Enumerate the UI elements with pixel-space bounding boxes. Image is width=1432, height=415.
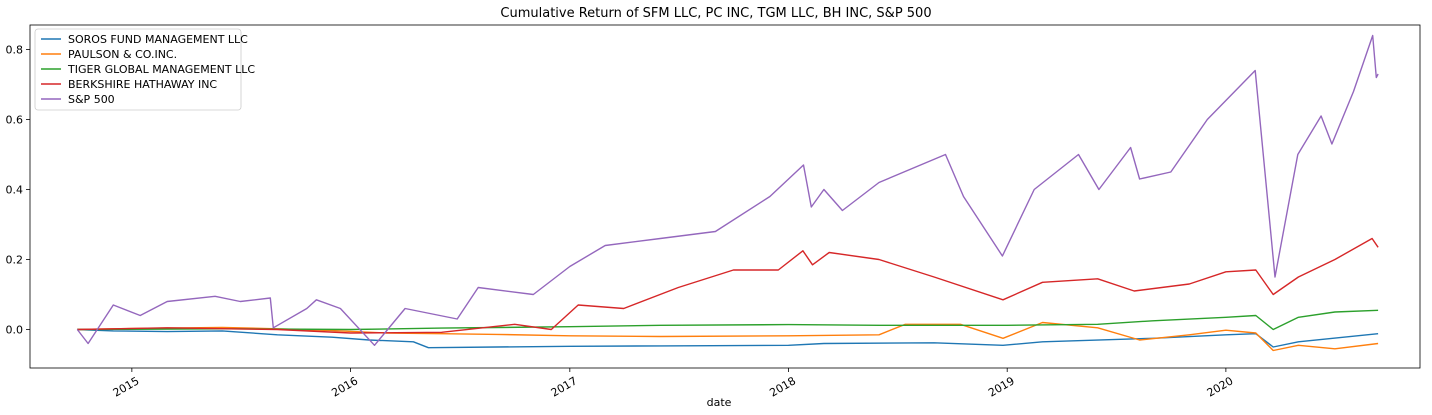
x-tick-label: 2019 (986, 374, 1017, 399)
x-tick-label: 2015 (111, 374, 142, 399)
legend-label-0: SOROS FUND MANAGEMENT LLC (68, 33, 248, 46)
x-axis: 2015 2016 2017 2018 2019 2020 (111, 368, 1236, 400)
plot-lines (76, 34, 1379, 352)
legend-label-4: S&P 500 (68, 93, 115, 106)
legend-box (34, 28, 242, 111)
chart-title: Cumulative Return of SFM LLC, PC INC, TG… (500, 6, 931, 21)
legend: SOROS FUND MANAGEMENT LLC PAULSON & CO.IN… (34, 28, 255, 111)
series-line-2 (77, 309, 1379, 331)
plot-area-frame (29, 24, 1421, 369)
y-tick-label: 0.2 (6, 254, 24, 267)
legend-label-2: TIGER GLOBAL MANAGEMENT LLC (67, 63, 255, 76)
series-line-4 (76, 34, 1379, 346)
y-tick-label: 0.4 (6, 184, 24, 197)
series-line-0 (77, 328, 1379, 349)
legend-label-1: PAULSON & CO.INC. (68, 48, 177, 61)
y-tick-label: 0.6 (6, 114, 24, 127)
x-axis-label: date (707, 396, 732, 409)
series-line-3 (77, 237, 1379, 334)
x-tick-label: 2017 (549, 374, 580, 399)
legend-label-3: BERKSHIRE HATHAWAY INC (68, 78, 217, 91)
x-tick-label: 2018 (767, 374, 798, 399)
x-tick-label: 2016 (329, 374, 360, 399)
y-axis: 0.0 0.2 0.4 0.6 0.8 (6, 44, 30, 337)
y-tick-label: 0.0 (6, 324, 24, 337)
x-tick-label: 2020 (1205, 374, 1236, 399)
y-tick-label: 0.8 (6, 44, 24, 57)
